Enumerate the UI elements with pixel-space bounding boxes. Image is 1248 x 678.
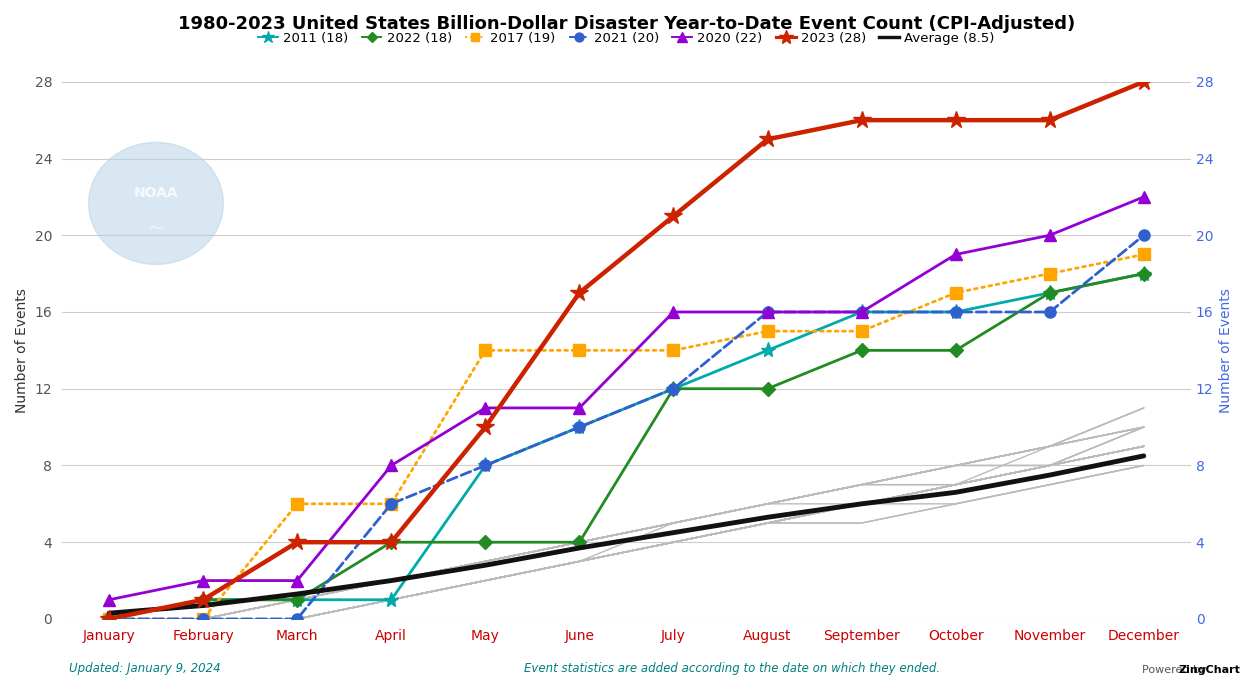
- Circle shape: [89, 142, 223, 264]
- Text: ~: ~: [147, 218, 165, 238]
- Legend: 2011 (18), 2022 (18), 2017 (19), 2021 (20), 2020 (22), 2023 (28), Average (8.5): 2011 (18), 2022 (18), 2017 (19), 2021 (2…: [253, 26, 1000, 50]
- Text: Event statistics are added according to the date on which they ended.: Event statistics are added according to …: [524, 662, 940, 675]
- Text: ZingChart: ZingChart: [1178, 664, 1241, 675]
- Y-axis label: Number of Events: Number of Events: [1219, 288, 1233, 413]
- Text: NOAA: NOAA: [134, 186, 178, 199]
- Title: 1980-2023 United States Billion-Dollar Disaster Year-to-Date Event Count (CPI-Ad: 1980-2023 United States Billion-Dollar D…: [177, 15, 1075, 33]
- Y-axis label: Number of Events: Number of Events: [15, 288, 29, 413]
- Text: Updated: January 9, 2024: Updated: January 9, 2024: [69, 662, 220, 675]
- Text: Powered by: Powered by: [1142, 664, 1211, 675]
